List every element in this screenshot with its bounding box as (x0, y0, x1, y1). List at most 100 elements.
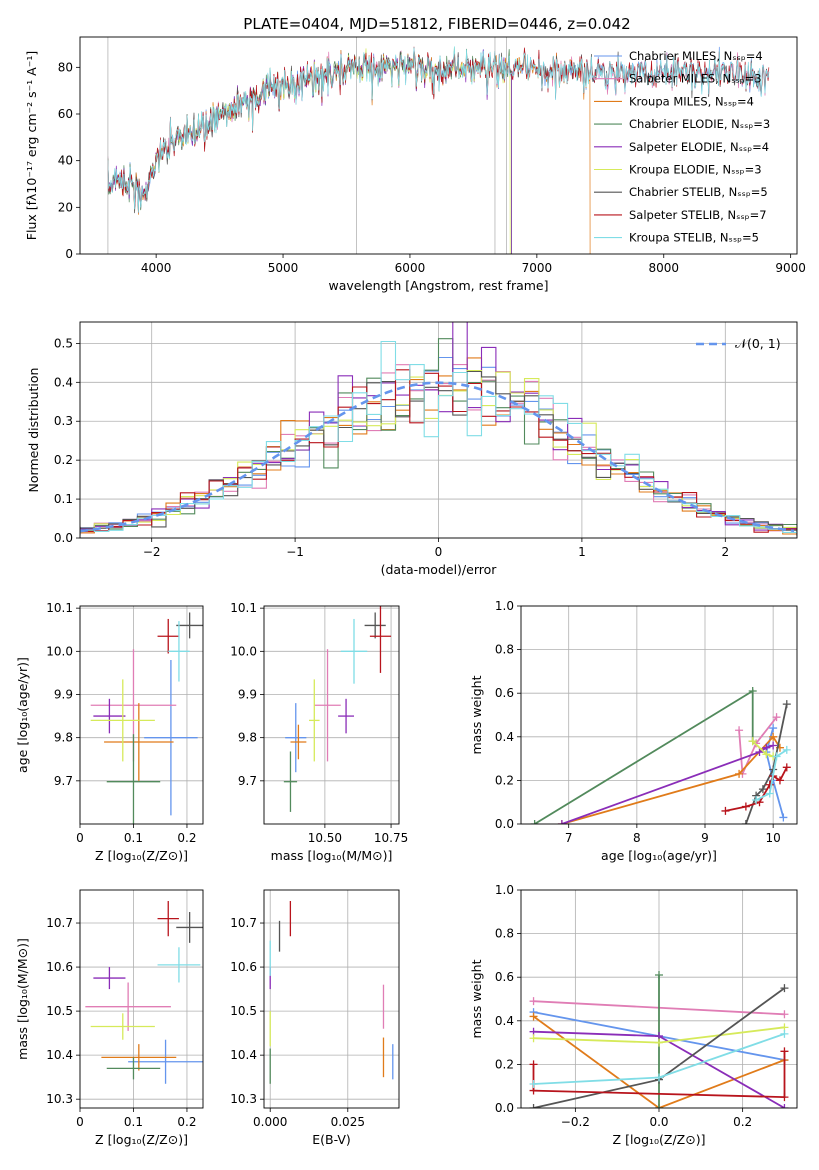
weight-point-marker (772, 713, 781, 722)
x-axis-label: (data-model)/error (381, 562, 498, 577)
spectrum-panel: 4000 5000 6000 7000 8000 9000 0 20 40 60 80 wavelen… (24, 36, 806, 293)
y-tick-label: 10.1 (230, 601, 257, 615)
legend-label: Salpeter MILES, Nₛₛₚ=3 (629, 72, 762, 86)
y-tick-label: 9.7 (238, 774, 257, 788)
spectrum-series (107, 49, 591, 254)
y-tick-label: 0.5 (54, 336, 73, 350)
weight-point-marker (782, 763, 791, 772)
histogram-series (80, 340, 797, 534)
y-tick-label: 10.5 (46, 1004, 73, 1018)
axes-frame (263, 889, 400, 1109)
x-tick-label: 9 (701, 831, 709, 845)
x-tick-label: 0.0 (649, 1115, 668, 1129)
errorbars (269, 901, 394, 1084)
y-tick-label: 1.0 (495, 883, 514, 897)
weight-point-marker (721, 806, 730, 815)
errorbars (283, 606, 392, 812)
weight-point-marker (655, 1073, 663, 1082)
errorbars (90, 612, 203, 824)
weight-point-marker (735, 769, 744, 778)
y-tick-label: 0.1 (54, 492, 73, 506)
x-tick-label: 1 (578, 545, 586, 559)
histogram-series (80, 369, 797, 533)
x-tick-label: 0.000 (253, 1115, 287, 1129)
y-axis-label: age [log₁₀(age/yr)] (15, 657, 30, 773)
mass-weight-vs-metallicity-panel: −0.2 0.0 0.2 0.0 0.2 0.4 0.6 0.8 1.0 Z [log₁₀(Z/Z… (469, 883, 798, 1147)
x-axis-label: Z [log₁₀(Z/Z⊙)] (95, 848, 188, 863)
weight-point-marker (775, 776, 784, 785)
y-axis-label: mass weight (469, 959, 484, 1038)
weight-point-marker (735, 726, 744, 735)
y-tick-label: 9.8 (54, 731, 73, 745)
weight-point-marker (769, 741, 778, 750)
y-tick-label: 10.6 (230, 960, 257, 974)
weight-point-marker (748, 687, 757, 696)
weight-point-marker (780, 1010, 789, 1019)
x-tick-label: 0.1 (124, 1115, 143, 1129)
legend-label: Kroupa ELODIE, Nₛₛₚ=3 (629, 163, 762, 177)
x-tick-label: 0 (76, 831, 84, 845)
x-tick-label: 0 (76, 1115, 84, 1129)
y-tick-label: 0.4 (495, 730, 514, 744)
weight-point-marker (655, 971, 663, 980)
y-tick-label: 0.6 (495, 686, 514, 700)
x-tick-label: 7000 (522, 261, 553, 275)
x-tick-label: 7 (565, 831, 573, 845)
y-axis-label: mass weight (469, 675, 484, 754)
x-tick-label: 4000 (141, 261, 172, 275)
weight-point-marker (530, 820, 539, 824)
legend-label: Chabrier ELODIE, Nₛₛₚ=3 (629, 117, 770, 131)
y-tick-label: 0.0 (54, 531, 73, 545)
x-tick-label: 0.025 (331, 1115, 365, 1129)
x-tick-label: −0.2 (561, 1115, 590, 1129)
y-tick-label: 10.7 (46, 916, 73, 930)
y-tick-label: 60 (58, 107, 73, 121)
x-tick-label: 8000 (648, 261, 679, 275)
x-tick-label: 10.50 (308, 831, 342, 845)
y-tick-label: 0.2 (54, 453, 73, 467)
weight-point-marker (769, 724, 778, 733)
x-axis-label: Z [log₁₀(Z/Z⊙)] (95, 1132, 188, 1147)
weight-point-marker (529, 1080, 538, 1089)
y-tick-label: 20 (58, 200, 73, 214)
y-tick-label: 0.2 (495, 773, 514, 787)
y-tick-label: 10.7 (230, 916, 257, 930)
residual-histogram-panel: −2 −1 0 1 2 0.0 0.1 0.2 0.3 0.4 0.5 (data-model)/er… (26, 321, 798, 577)
weight-point-marker (769, 732, 778, 741)
y-tick-label: 9.8 (238, 731, 257, 745)
x-tick-label: 6000 (395, 261, 426, 275)
x-tick-label: 0.1 (124, 831, 143, 845)
y-tick-label: 0.2 (495, 1057, 514, 1071)
weight-series-line (561, 735, 781, 824)
y-tick-label: 10.4 (230, 1048, 257, 1062)
x-tick-label: 2 (721, 545, 729, 559)
weight-point-marker (655, 1104, 663, 1108)
weight-point-marker (529, 1034, 538, 1043)
weight-series-line (738, 716, 778, 775)
y-tick-label: 0.0 (495, 1101, 514, 1115)
y-tick-label: 9.9 (238, 687, 257, 701)
weight-lines (530, 687, 791, 824)
weight-point-marker (529, 1060, 538, 1069)
y-axis-label: Flux [fλ10⁻¹⁷ erg cm⁻² s⁻¹ A⁻¹] (24, 51, 39, 240)
weight-point-marker (779, 813, 788, 822)
spectrum-lines (107, 37, 770, 254)
weight-lines (529, 971, 789, 1108)
weight-point-marker (655, 1038, 663, 1047)
weight-point-marker (529, 1104, 538, 1108)
y-tick-label: 10.1 (46, 601, 73, 615)
errorbars (85, 901, 203, 1084)
legend-label: Salpeter STELIB, Nₛₛₚ=7 (629, 208, 767, 222)
weight-point-marker (741, 802, 750, 811)
x-axis-label: Z [log₁₀(Z/Z⊙)] (613, 1132, 706, 1147)
weight-point-marker (741, 820, 750, 824)
x-axis-label: E(B-V) (312, 1132, 351, 1147)
y-tick-label: 10.3 (230, 1092, 257, 1106)
normal-reference-curve (80, 381, 795, 533)
y-tick-label: 1.0 (495, 599, 514, 613)
figure-title: PLATE=0404, MJD=51812, FIBERID=0446, z=0… (243, 15, 630, 33)
x-tick-label: −2 (143, 545, 161, 559)
weight-point-marker (765, 780, 774, 789)
x-tick-label: 10 (766, 831, 781, 845)
